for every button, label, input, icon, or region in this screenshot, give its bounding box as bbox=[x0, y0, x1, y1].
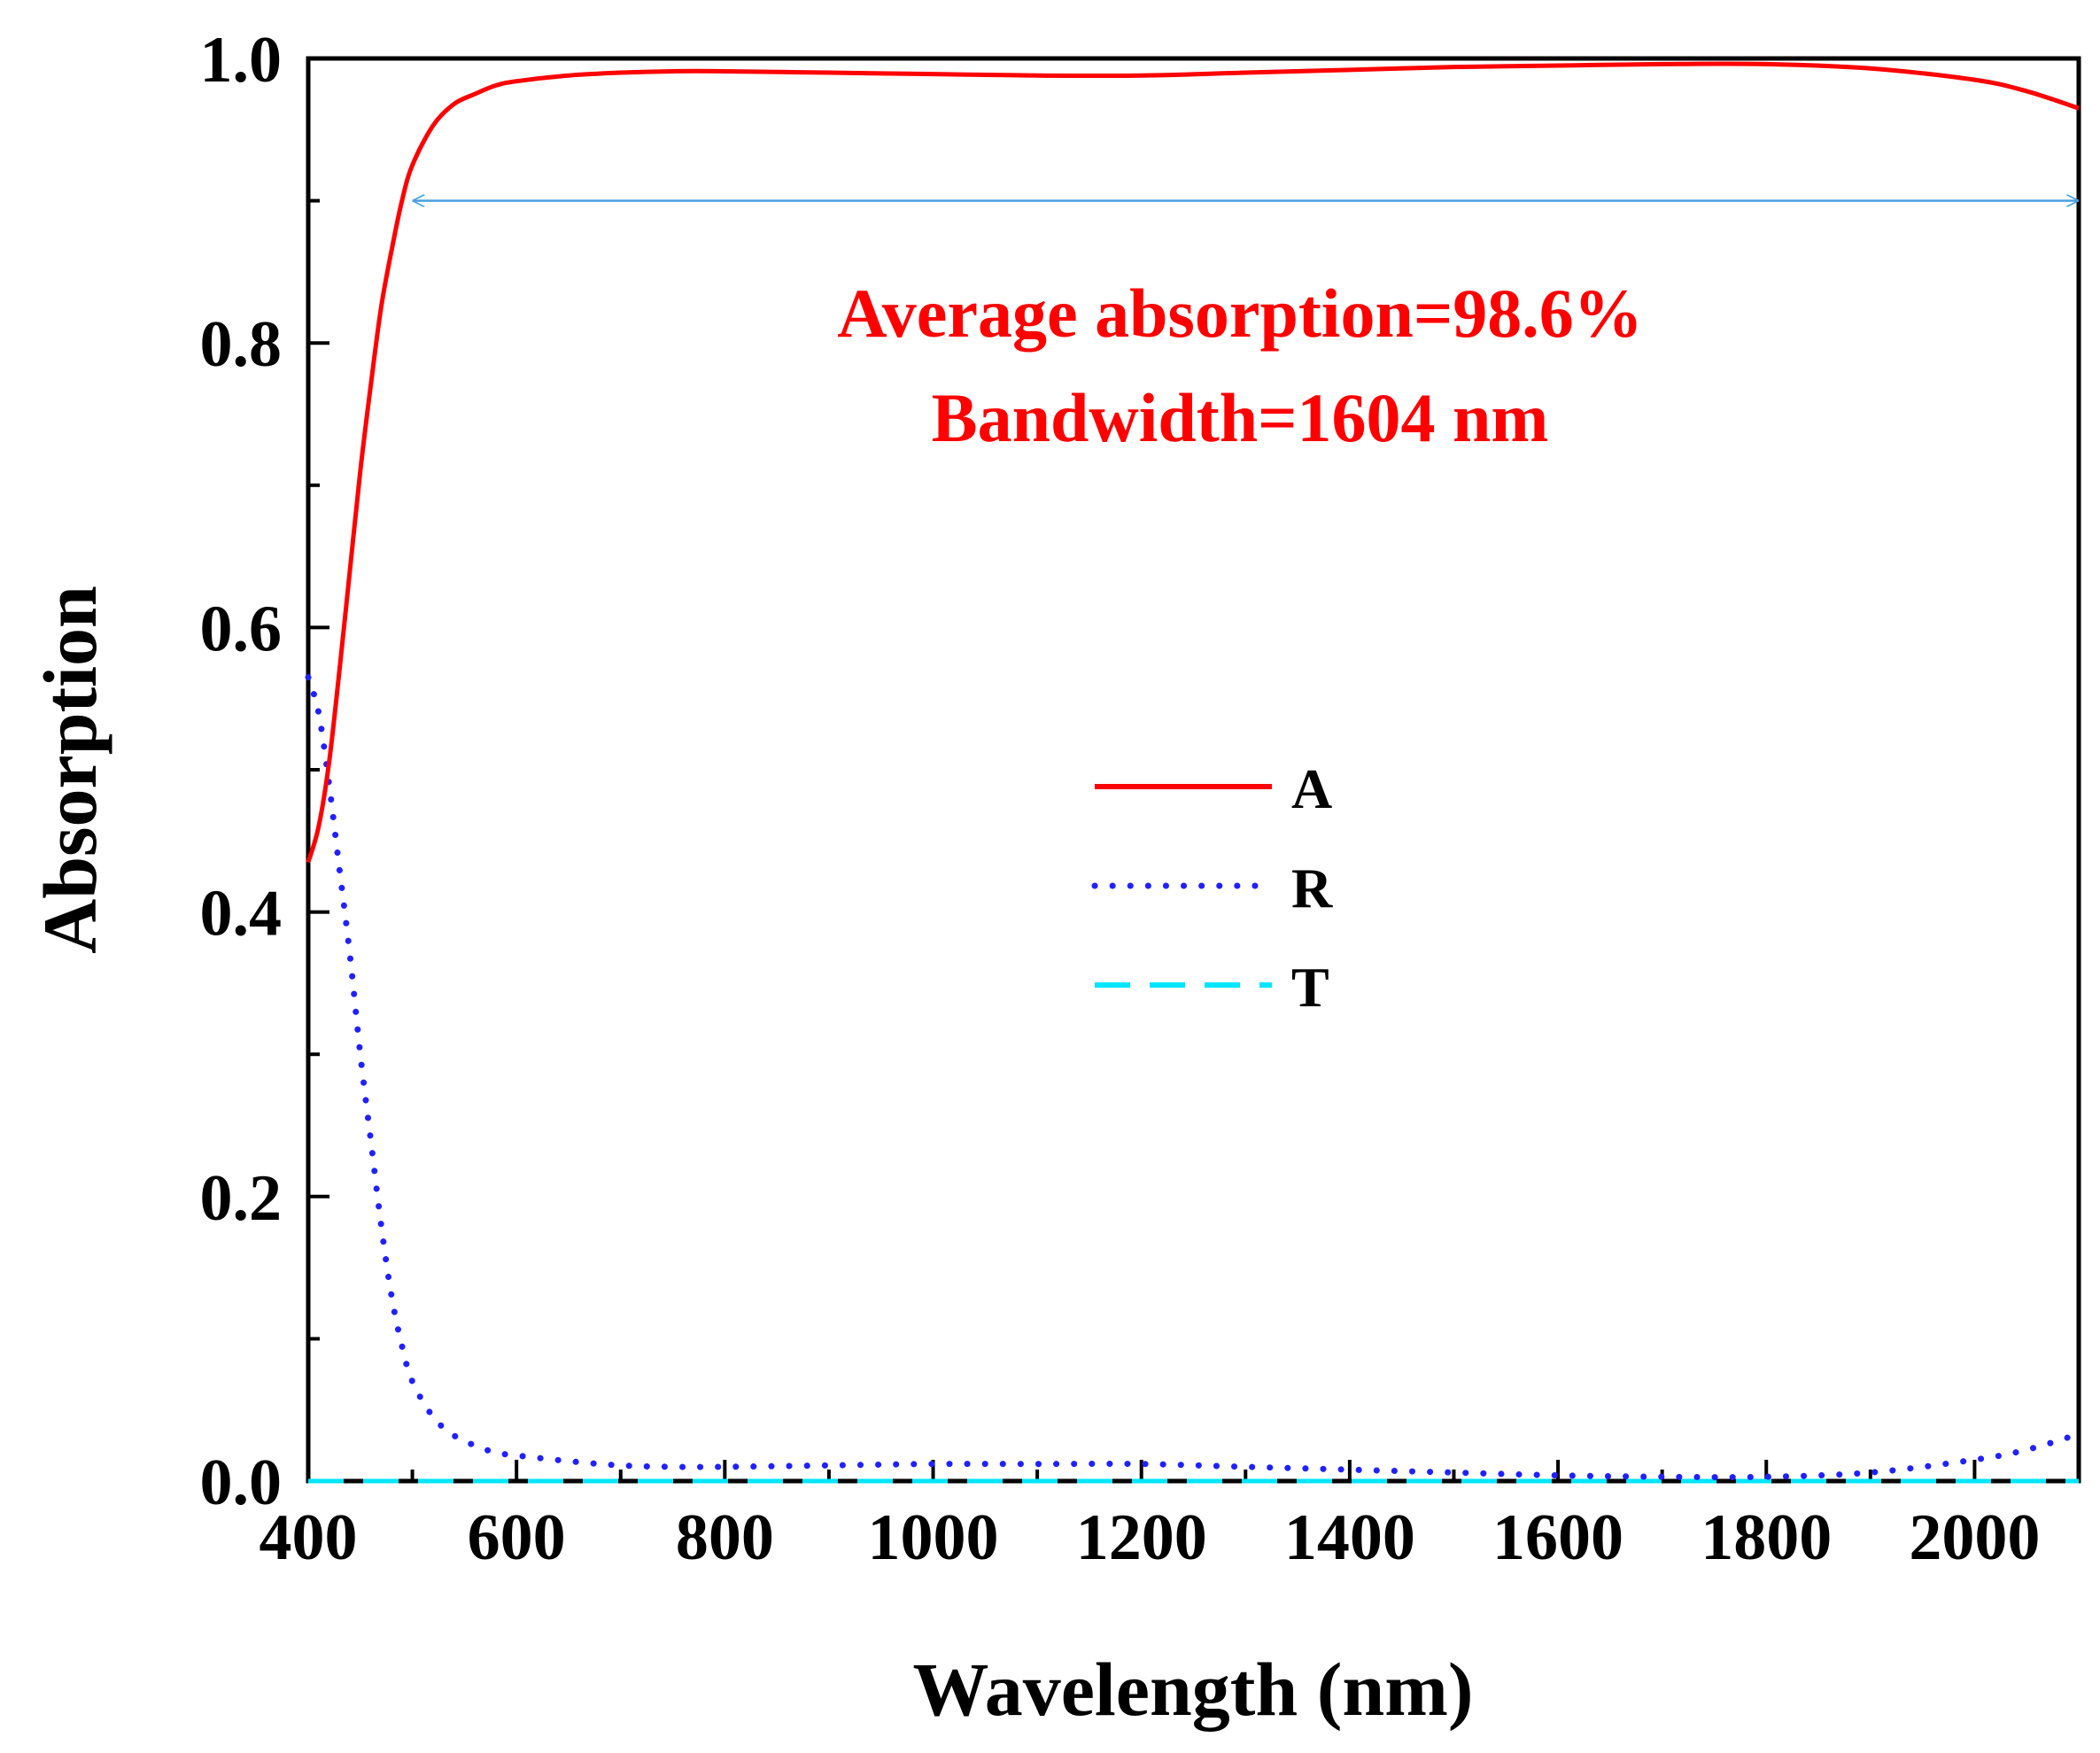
x-tick-label: 2000 bbox=[1909, 1501, 2040, 1574]
x-tick-label: 600 bbox=[468, 1501, 566, 1574]
average-absorption-annotation: Average absorption=98.6% bbox=[837, 275, 1643, 352]
bandwidth-annotation: Bandwidth=1604 nm bbox=[932, 379, 1549, 456]
x-tick-label: 1400 bbox=[1284, 1501, 1415, 1574]
y-axis-title: Absorption bbox=[27, 586, 112, 954]
legend-label-a: A bbox=[1291, 757, 1332, 820]
x-tick-label: 1800 bbox=[1701, 1501, 1832, 1574]
plot-frame bbox=[306, 56, 2081, 1484]
x-tick-label: 1600 bbox=[1492, 1501, 1623, 1574]
x-tick-label: 800 bbox=[676, 1501, 774, 1574]
y-tick-label: 0.6 bbox=[200, 593, 283, 665]
x-tick-label: 400 bbox=[260, 1501, 358, 1574]
y-tick-label: 0.4 bbox=[200, 878, 283, 950]
legend-label-r: R bbox=[1291, 857, 1333, 919]
series-layer bbox=[305, 61, 2082, 1484]
y-tick-label: 0.8 bbox=[200, 308, 283, 381]
series-line-a bbox=[306, 61, 2080, 864]
x-tick-label: 1000 bbox=[868, 1501, 999, 1574]
y-tick-label: 1.0 bbox=[200, 24, 283, 97]
y-tick-label: 0.0 bbox=[200, 1447, 283, 1519]
legend-label-t: T bbox=[1291, 956, 1329, 1019]
axis-tick-labels: 400 600 800 1000 1200 1400 1600 1800 2000 0.0 0.2 0… bbox=[200, 24, 2041, 1574]
axis-ticks bbox=[306, 57, 2081, 1483]
series-line-r bbox=[305, 674, 2082, 1481]
x-tick-label: 1200 bbox=[1076, 1501, 1207, 1574]
x-axis-title: Wavelength (nm) bbox=[912, 1647, 1473, 1732]
y-tick-label: 0.2 bbox=[200, 1162, 283, 1235]
legend: A R T bbox=[1091, 757, 1333, 1019]
